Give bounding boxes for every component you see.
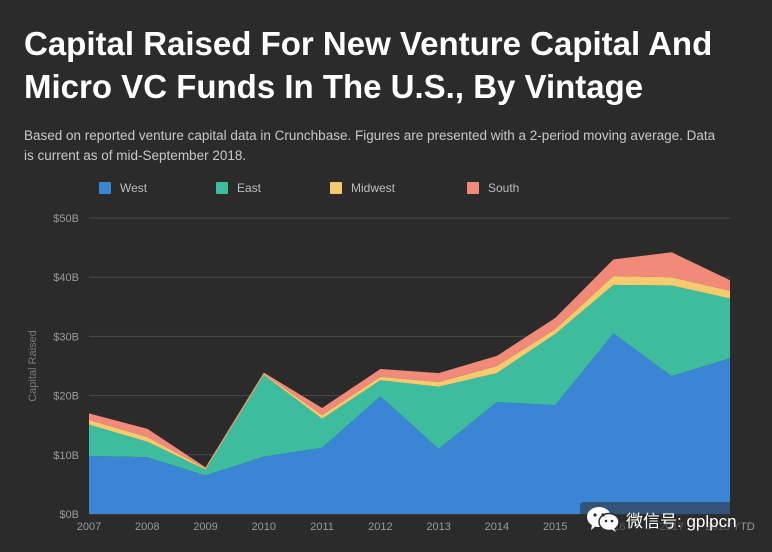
legend-label-south: South — [488, 181, 520, 195]
y-tick-label: $0B — [59, 509, 79, 521]
legend-item-midwest: Midwest — [330, 181, 395, 195]
x-tick-label: 2012 — [368, 521, 392, 533]
x-tick-label: 2011 — [310, 521, 334, 533]
legend-label-midwest: Midwest — [351, 181, 396, 195]
legend-swatch-midwest — [330, 182, 342, 194]
legend-item-east: East — [216, 181, 261, 195]
legend-label-west: West — [120, 181, 148, 195]
chart-area: $0B $10B $20B $30B $40B $50B 2007 2008 2009 2010 2… — [0, 200, 772, 552]
y-tick-label: $40B — [53, 272, 79, 284]
y-tick-label: $20B — [53, 391, 79, 403]
y-tick-label: $50B — [53, 213, 79, 225]
legend-label-east: East — [237, 181, 262, 195]
chart-subtitle: Based on reported venture capital data i… — [24, 128, 716, 163]
x-tick-label: 2008 — [135, 521, 159, 533]
wechat-icon — [587, 507, 620, 532]
x-tick-label: 2014 — [485, 521, 509, 533]
stacked-area-chart: $0B $10B $20B $30B $40B $50B 2007 2008 2009 2010 2… — [27, 213, 755, 533]
area-series-east — [89, 284, 730, 476]
y-tick-label: $10B — [53, 450, 79, 462]
area-series-west — [89, 333, 730, 514]
legend-item-south: South — [467, 181, 519, 195]
watermark: 微信号: gplpcn — [580, 502, 743, 536]
x-tick-label: 2013 — [426, 521, 450, 533]
x-tick-label: 2015 — [543, 521, 567, 533]
legend-swatch-west — [99, 182, 111, 194]
legend-swatch-east — [216, 182, 228, 194]
watermark-text: 微信号: gplpcn — [626, 511, 737, 531]
y-axis-label: Capital Raised — [27, 330, 39, 402]
chart-legend: West East Midwest South — [0, 181, 772, 199]
legend-swatch-south — [467, 182, 479, 194]
x-tick-label: 2010 — [252, 521, 276, 533]
chart-title: Capital Raised For New Venture Capital A… — [24, 25, 713, 105]
x-tick-label: 2009 — [193, 521, 217, 533]
x-tick-label: 2007 — [77, 521, 101, 533]
area-series-south — [89, 252, 730, 469]
legend-item-west: West — [99, 181, 147, 195]
y-tick-label: $30B — [53, 331, 79, 343]
